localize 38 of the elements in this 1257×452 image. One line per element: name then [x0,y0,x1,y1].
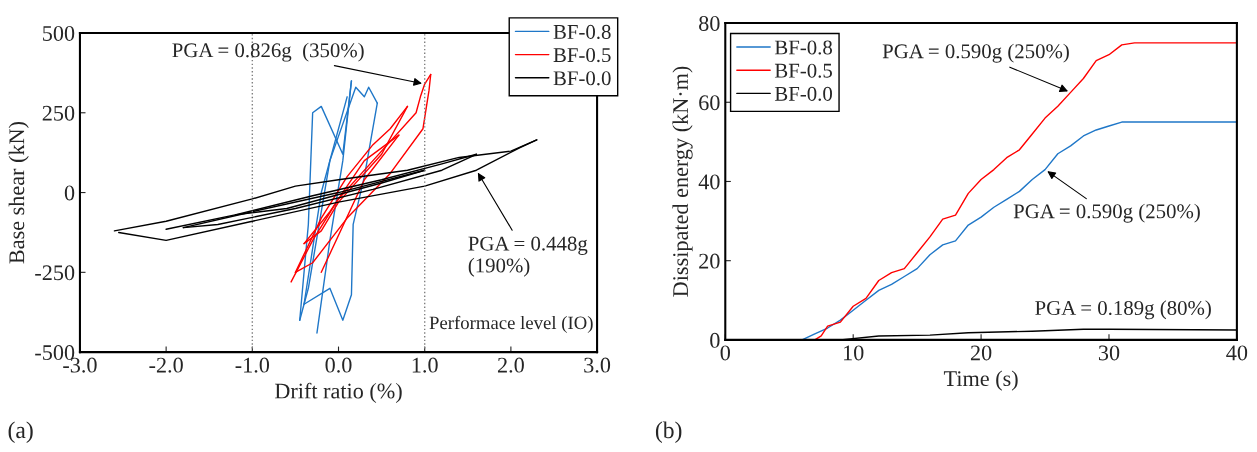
y-axis-title: Base shear (kN) [8,121,29,264]
legend-label: BF-0.5 [553,48,611,63]
y-tick-label: 0 [64,185,75,201]
y-tick-label: 500 [43,25,75,41]
x-tick-label: 1.0 [412,357,438,373]
y-tick-label: 80 [699,15,720,31]
y-axis-title: Dissipated energy (kN·m) [672,66,693,297]
legend-label: BF-0.5 [774,63,832,78]
y-tick-label: 60 [699,95,720,111]
x-tick-label: 30 [1098,345,1120,361]
x-axis-title: Time (s) [943,370,1018,391]
x-axis-title: Drift ratio (%) [274,382,402,404]
text: (a) [8,421,33,443]
legend-label: BF-0.8 [774,40,833,55]
annotation: PGA = 0.448g (190%) [468,236,588,277]
x-tick-label: 40 [1226,345,1248,361]
annotation: PGA = 0.826g (350%) [172,42,364,62]
x-tick-label: -1.0 [235,357,270,373]
y-tick-label: 40 [698,174,720,190]
legend-label: BF-0.0 [553,71,611,86]
annotation: PGA = 0.590g (250%) [1013,203,1200,223]
y-tick-label: 0 [710,332,720,348]
y-tick-label: 250 [42,105,75,121]
x-tick-label: 0 [720,345,730,361]
text: (b) [655,421,682,443]
legend-label: BF-0.0 [774,86,833,101]
x-tick-label: 0.0 [325,357,352,373]
ref-line-label: Performace level (IO) [429,315,593,333]
annotation: PGA = 0.590g (250%) [882,43,1069,63]
x-tick-label: 3.0 [584,357,611,373]
x-tick-label: 20 [970,345,992,361]
x-tick-label: 2.0 [497,357,524,373]
legend-label: BF-0.8 [553,24,611,40]
annotation: PGA = 0.189g (80%) [1035,300,1211,320]
x-tick-label: -2.0 [149,357,183,373]
y-tick-label: -250 [35,265,75,281]
x-tick-label: 10 [844,345,864,361]
y-tick-label: 20 [699,253,720,269]
